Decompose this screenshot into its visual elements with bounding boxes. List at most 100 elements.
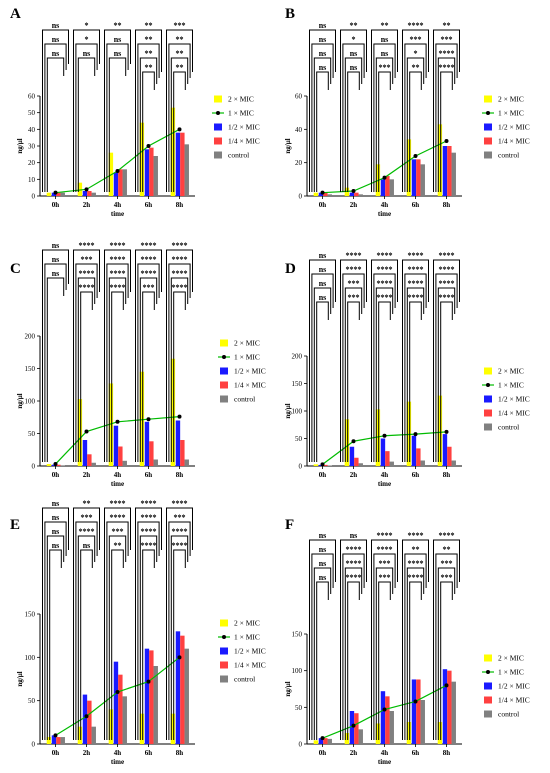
- bar-2-mic: [170, 713, 176, 744]
- significance-label: ****: [439, 531, 455, 540]
- significance-bracket: ****: [406, 559, 425, 740]
- significance-bracket: ****: [402, 531, 429, 740]
- x-tick-label: 2h: [83, 201, 91, 209]
- bar-1-2-mic: [82, 191, 88, 196]
- legend-swatch: [484, 409, 492, 417]
- bar-1-2-mic: [144, 149, 150, 196]
- significance-bracket: ****: [377, 293, 393, 462]
- point-1x-mic: [53, 462, 58, 467]
- legend-label: 1/2 × MIC: [234, 647, 266, 656]
- x-axis-label: time: [111, 210, 124, 218]
- x-tick-label: 6h: [412, 471, 420, 479]
- bracket-line: [435, 273, 458, 462]
- point-1x-mic: [84, 714, 89, 719]
- significance-bracket: ***: [404, 35, 427, 192]
- significance-label: ***: [81, 255, 93, 264]
- significance-bracket: ****: [108, 269, 127, 462]
- point-1x-mic: [382, 433, 387, 438]
- bar-1-2-mic: [442, 669, 448, 744]
- legend-label: 1 × MIC: [498, 109, 524, 118]
- significance-bracket: ***: [75, 255, 98, 462]
- y-tick-label: 150: [25, 611, 36, 619]
- bar-control: [327, 738, 332, 744]
- bar-1-2-mic: [380, 691, 386, 744]
- legend-label: 2 × MIC: [498, 95, 524, 104]
- significance-label: ****: [377, 265, 393, 274]
- significance-label: ***: [174, 21, 186, 30]
- significance-label: *: [85, 35, 89, 44]
- legend-swatch: [484, 123, 492, 131]
- significance-bracket: ns: [77, 49, 96, 192]
- point-1x-mic: [413, 699, 418, 704]
- legend-label: 1/2 × MIC: [234, 367, 266, 376]
- significance-label: **: [443, 545, 451, 554]
- bar-control: [60, 192, 65, 196]
- bar-1-2-mic: [318, 192, 324, 196]
- bar-2-mic: [170, 107, 176, 196]
- bracket-line: [435, 553, 458, 740]
- bracket-line: [170, 535, 189, 740]
- bar-control: [153, 666, 158, 744]
- bar-1-4-mic: [385, 696, 390, 744]
- significance-bracket: **: [73, 499, 100, 740]
- y-tick-label: 0: [299, 193, 303, 201]
- significance-label: **: [145, 49, 153, 58]
- bracket-line: [435, 43, 458, 192]
- significance-label: ***: [441, 559, 453, 568]
- point-1x-mic: [444, 683, 449, 688]
- x-tick-label: 8h: [176, 749, 184, 757]
- bar-1-4-mic: [118, 446, 123, 466]
- bracket-line: [347, 71, 360, 192]
- x-tick-label: 4h: [381, 749, 389, 757]
- significance-label: ****: [439, 251, 455, 260]
- bar-1-2-mic: [51, 735, 57, 744]
- significance-bracket: ***: [378, 63, 391, 192]
- bracket-line: [406, 57, 425, 192]
- legend-swatch: [484, 696, 492, 704]
- point-1x-mic: [146, 144, 151, 148]
- significance-label: ****: [110, 499, 126, 508]
- significance-bracket: ****: [73, 241, 100, 462]
- x-tick-label: 8h: [176, 201, 184, 209]
- bar-2-mic: [139, 122, 145, 196]
- significance-bracket: ns: [373, 35, 396, 192]
- significance-label: ****: [172, 499, 188, 508]
- bracket-line: [75, 43, 98, 192]
- bracket-line: [375, 57, 394, 192]
- bracket-line: [316, 71, 329, 192]
- significance-bracket: ***: [168, 513, 191, 740]
- significance-bracket: ****: [170, 527, 189, 740]
- bar-2-mic: [46, 464, 52, 466]
- bar-1-2-mic: [411, 435, 417, 466]
- significance-label: ****: [439, 279, 455, 288]
- significance-label: ****: [79, 283, 95, 292]
- legend-swatch: [214, 137, 222, 145]
- bar-control: [91, 462, 96, 466]
- bracket-line: [49, 549, 62, 740]
- significance-bracket: ***: [347, 293, 360, 462]
- bracket-line: [347, 301, 360, 462]
- significance-label: **: [114, 21, 122, 30]
- significance-bracket: ****: [104, 499, 131, 740]
- significance-label: ns: [319, 293, 327, 302]
- y-axis-label: ng/μl: [284, 403, 292, 418]
- significance-label: ****: [408, 559, 424, 568]
- bracket-line: [108, 277, 127, 462]
- bar-control: [358, 729, 363, 744]
- significance-bracket: ns: [46, 49, 65, 192]
- significance-label: ***: [112, 527, 124, 536]
- bracket-line: [42, 249, 69, 462]
- bracket-line: [402, 29, 429, 192]
- significance-bracket: ****: [135, 241, 162, 462]
- bracket-line: [44, 521, 67, 740]
- bar-1-4-mic: [354, 713, 359, 744]
- legend-swatch: [484, 423, 492, 431]
- significance-bracket: ns: [42, 499, 69, 740]
- y-tick-label: 50: [28, 697, 36, 705]
- y-tick-label: 0: [32, 463, 36, 471]
- y-axis-label: ng/μl: [16, 138, 24, 153]
- significance-bracket: ****: [135, 499, 162, 740]
- bar-control: [358, 463, 363, 466]
- significance-bracket: ****: [344, 559, 363, 740]
